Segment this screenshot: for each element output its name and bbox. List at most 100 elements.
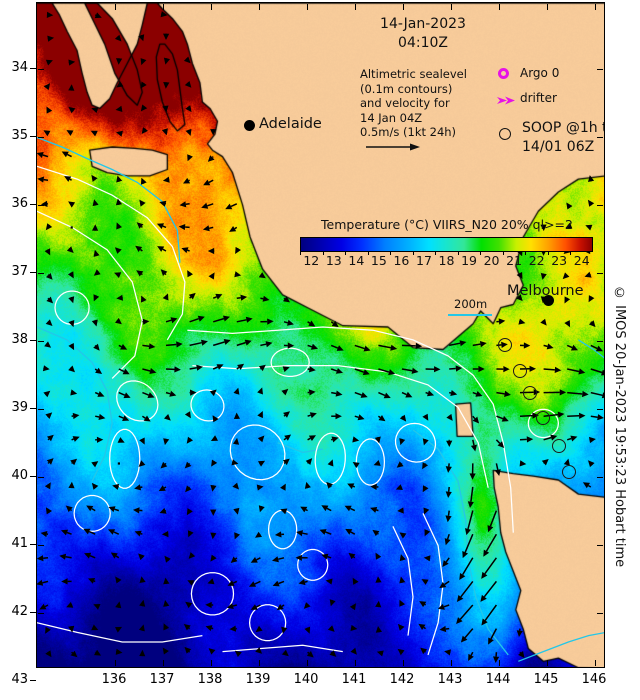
velocity-arrowhead: [211, 459, 218, 467]
longitude-tick: [259, 660, 260, 666]
sealevel-contour: [73, 494, 111, 532]
colorbar-tick: [480, 251, 482, 255]
velocity-arrowhead: [298, 579, 306, 586]
velocity-arrowhead: [390, 344, 398, 351]
velocity-arrowhead: [257, 387, 263, 395]
map-plot-area[interactable]: Adelaide Melbourne 14-Jan-2023 04:10Z Alt…: [36, 2, 605, 668]
velocity-arrowhead: [37, 176, 45, 183]
velocity-arrowhead: [184, 411, 191, 419]
colorbar-tick-label: 13: [325, 253, 342, 268]
colorbar-tick: [525, 251, 527, 255]
velocity-arrowhead: [258, 505, 265, 513]
latitude-tick-label: 39: [11, 400, 28, 415]
latitude-tick: [30, 612, 36, 613]
velocity-arrowhead: [93, 294, 100, 302]
velocity-arrowhead: [465, 528, 471, 536]
velocity-arrowhead: [163, 438, 170, 446]
velocity-arrowhead: [321, 505, 329, 512]
latitude-tick-label: 37: [11, 264, 28, 279]
velocity-arrowhead: [90, 130, 98, 137]
velocity-arrowhead: [185, 128, 192, 136]
velocity-arrowhead: [399, 438, 406, 446]
velocity-vector: [141, 415, 146, 419]
velocity-arrowhead: [418, 623, 426, 630]
velocity-arrowhead: [283, 411, 290, 418]
longitude-tick: [451, 4, 452, 10]
longitude-tick: [115, 4, 116, 10]
velocity-arrowhead: [164, 555, 171, 563]
velocity-vector: [42, 154, 49, 158]
velocity-arrowhead: [475, 391, 483, 397]
velocity-vector: [325, 531, 332, 535]
bathymetry-contour: [578, 339, 604, 359]
velocity-vector: [447, 510, 450, 516]
velocity-vector: [464, 628, 474, 639]
velocity-arrowhead: [136, 270, 144, 277]
velocity-arrowhead: [570, 344, 578, 351]
velocity-arrowhead: [399, 599, 406, 607]
velocity-vector: [232, 604, 237, 607]
velocity-arrowhead: [159, 200, 167, 207]
colorbar-tick-label: 12: [303, 253, 320, 268]
velocity-arrowhead: [281, 388, 289, 396]
velocity-arrowhead: [399, 554, 406, 562]
colorbar-tick-label: 22: [528, 253, 545, 268]
velocity-arrowhead: [68, 84, 75, 91]
velocity-vector: [588, 484, 592, 488]
velocity-arrowhead: [481, 571, 488, 579]
bathymetry-contour: [37, 326, 113, 482]
velocity-arrowhead: [66, 130, 74, 136]
velocity-arrowhead: [375, 600, 382, 608]
velocity-arrowhead: [40, 200, 48, 207]
velocity-arrowhead: [231, 459, 239, 466]
velocity-vector: [472, 391, 477, 395]
velocity-arrowhead: [170, 317, 178, 324]
velocity-arrowhead: [383, 392, 391, 399]
velocity-vector: [71, 651, 74, 654]
velocity-arrowhead: [601, 392, 604, 399]
velocity-arrowhead: [94, 12, 102, 19]
velocity-arrowhead: [308, 435, 316, 441]
latitude-tick-label: 43: [11, 672, 28, 687]
velocity-vector: [283, 462, 286, 464]
colorbar-tick-label: 14: [348, 253, 365, 268]
longitude-tick-label: 145: [533, 672, 559, 687]
velocity-vector: [330, 321, 334, 325]
velocity-arrowhead: [233, 507, 240, 515]
velocity-arrowhead: [350, 647, 357, 655]
velocity-arrowhead: [245, 316, 253, 323]
velocity-arrowhead: [233, 437, 240, 445]
velocity-arrowhead: [422, 438, 429, 446]
velocity-arrowhead: [588, 175, 595, 182]
velocity-arrowhead: [422, 462, 429, 470]
velocity-arrowhead: [420, 647, 428, 655]
velocity-arrowhead: [360, 392, 368, 398]
velocity-vector: [443, 604, 450, 608]
velocity-arrowhead: [95, 367, 103, 374]
velocity-arrowhead: [140, 104, 148, 112]
velocity-arrowhead: [446, 413, 453, 421]
velocity-arrowhead: [138, 460, 146, 467]
velocity-arrowhead: [516, 294, 523, 302]
velocity-arrowhead: [202, 225, 210, 232]
colorbar-tick: [457, 251, 459, 255]
velocity-arrowhead: [45, 650, 52, 658]
velocity-vector: [212, 296, 217, 299]
velocity-vector: [188, 627, 191, 630]
velocity-vector: [94, 368, 98, 371]
velocity-vector: [189, 317, 199, 323]
velocity-arrowhead: [68, 365, 75, 373]
velocity-arrowhead: [445, 491, 452, 498]
soop-label: SOOP @1h to14/01 06Z: [522, 120, 604, 155]
longitude-tick: [547, 660, 548, 666]
velocity-arrowhead: [467, 501, 474, 508]
velocity-arrowhead: [335, 413, 342, 420]
velocity-arrowhead: [468, 653, 474, 661]
velocity-arrowhead: [566, 202, 573, 210]
velocity-arrowhead: [487, 525, 494, 533]
longitude-tick: [547, 4, 548, 10]
velocity-arrowhead: [156, 223, 164, 229]
velocity-arrowhead: [272, 580, 280, 587]
velocity-arrowhead: [373, 460, 381, 466]
velocity-arrowhead: [585, 224, 593, 231]
